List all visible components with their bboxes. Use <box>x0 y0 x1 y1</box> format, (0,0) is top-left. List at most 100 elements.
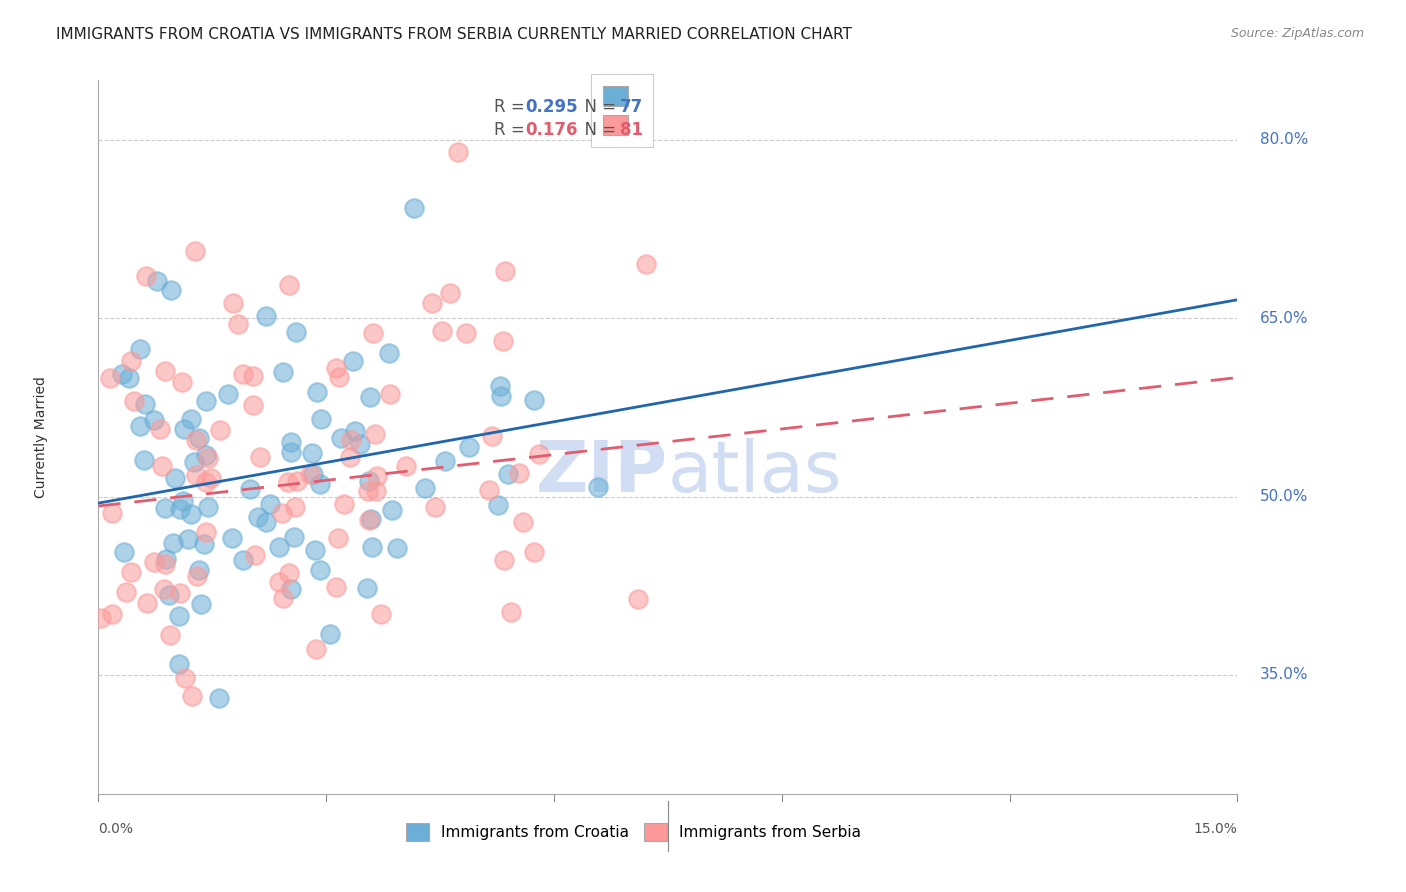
Point <box>404 201 426 215</box>
Point <box>385 541 408 555</box>
Point <box>328 370 350 384</box>
Point <box>481 428 503 442</box>
Point <box>447 145 470 160</box>
Point <box>162 536 184 550</box>
Point <box>433 454 456 468</box>
Point <box>222 295 245 310</box>
Text: N =: N = <box>575 98 621 116</box>
Point <box>305 641 328 656</box>
Text: 35.0%: 35.0% <box>1260 667 1309 682</box>
Point <box>143 555 166 569</box>
Point <box>486 498 509 512</box>
Point <box>529 447 551 461</box>
Point <box>128 418 150 433</box>
Point <box>494 553 516 567</box>
Point <box>357 513 380 527</box>
Point <box>357 484 380 499</box>
Point <box>195 394 218 409</box>
Point <box>243 548 266 562</box>
Point <box>277 277 299 292</box>
Point <box>195 448 218 462</box>
Point <box>439 286 461 301</box>
Point <box>153 363 176 377</box>
Point <box>184 467 207 482</box>
Point <box>177 532 200 546</box>
Point <box>309 563 332 577</box>
Point <box>512 515 534 529</box>
Text: 81: 81 <box>620 121 643 139</box>
Legend: Immigrants from Croatia, Immigrants from Serbia: Immigrants from Croatia, Immigrants from… <box>396 814 870 850</box>
Point <box>101 607 124 622</box>
Point <box>361 326 384 340</box>
Point <box>152 582 174 596</box>
Point <box>305 384 328 399</box>
Point <box>301 467 323 482</box>
Point <box>120 354 142 368</box>
Point <box>132 453 155 467</box>
Text: 15.0%: 15.0% <box>1194 822 1237 837</box>
Point <box>499 606 522 620</box>
Point <box>118 371 141 385</box>
Point <box>360 541 382 555</box>
Point <box>271 365 294 379</box>
Point <box>343 425 366 439</box>
Point <box>135 269 157 284</box>
Point <box>170 375 193 389</box>
Point <box>181 690 204 704</box>
Point <box>395 459 418 474</box>
Point <box>150 458 173 473</box>
Point <box>627 592 650 607</box>
Point <box>221 531 243 545</box>
Text: 65.0%: 65.0% <box>1260 310 1309 326</box>
Point <box>209 423 232 437</box>
Point <box>208 690 231 705</box>
Point <box>340 433 363 447</box>
Point <box>364 426 387 441</box>
Point <box>492 334 515 348</box>
Point <box>284 500 307 515</box>
Point <box>187 431 209 445</box>
Text: IMMIGRANTS FROM CROATIA VS IMMIGRANTS FROM SERBIA CURRENTLY MARRIED CORRELATION : IMMIGRANTS FROM CROATIA VS IMMIGRANTS FR… <box>56 27 852 42</box>
Point <box>197 450 219 465</box>
Text: N =: N = <box>575 121 621 139</box>
Point <box>285 325 308 339</box>
Text: 50.0%: 50.0% <box>1260 489 1309 504</box>
Point <box>269 540 291 554</box>
Point <box>249 450 271 465</box>
Point <box>458 440 481 454</box>
Point <box>128 342 150 356</box>
Point <box>183 455 205 469</box>
Point <box>121 565 143 579</box>
Point <box>326 531 349 545</box>
Point <box>636 256 658 270</box>
Point <box>98 371 121 385</box>
Point <box>232 367 254 381</box>
Point <box>283 530 305 544</box>
Text: R =: R = <box>494 121 534 139</box>
Point <box>301 446 323 460</box>
Point <box>280 445 302 459</box>
Point <box>357 474 380 488</box>
Text: 80.0%: 80.0% <box>1260 132 1309 147</box>
Point <box>270 506 292 520</box>
Point <box>122 393 145 408</box>
Point <box>378 387 401 401</box>
Point <box>277 475 299 490</box>
Point <box>115 585 138 599</box>
Point <box>277 566 299 581</box>
Point <box>413 481 436 495</box>
Point <box>200 471 222 485</box>
Point <box>319 627 342 641</box>
Point <box>489 379 512 393</box>
Point <box>254 516 277 530</box>
Text: atlas: atlas <box>668 438 842 508</box>
Point <box>360 511 382 525</box>
Point <box>143 413 166 427</box>
Point <box>311 412 333 426</box>
Point <box>378 346 401 360</box>
Point <box>380 502 402 516</box>
Point <box>285 474 308 488</box>
Point <box>112 545 135 559</box>
Point <box>269 574 291 589</box>
Point <box>186 569 208 583</box>
